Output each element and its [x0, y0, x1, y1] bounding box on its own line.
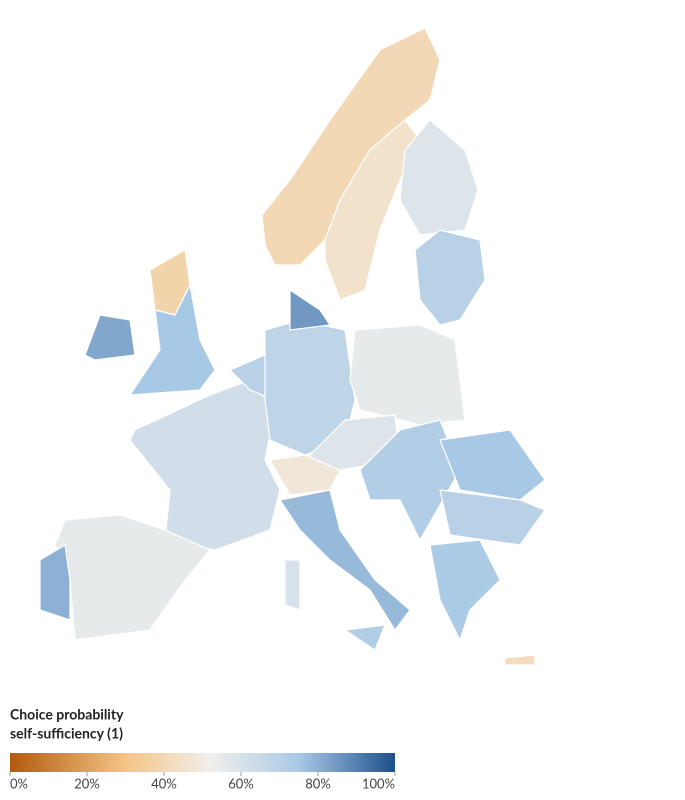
legend-tick-label: 0% — [10, 775, 28, 791]
region — [504, 654, 536, 666]
legend-tick-label: 80% — [305, 775, 331, 791]
legend-tick-label: 60% — [228, 775, 254, 791]
color-bar — [10, 753, 395, 772]
region — [359, 419, 461, 542]
region — [269, 454, 341, 496]
legend-title: Choice probability — [10, 706, 124, 723]
region — [399, 119, 479, 236]
legend-tick-label: 100% — [362, 775, 395, 791]
region — [129, 379, 281, 551]
region — [429, 539, 501, 642]
region — [289, 288, 332, 331]
region — [414, 229, 486, 326]
region — [84, 314, 136, 361]
region — [439, 489, 546, 546]
legend-tick-label: 20% — [74, 775, 100, 791]
region — [279, 489, 411, 632]
legend-title: self-sufficiency (1) — [10, 725, 123, 742]
legend-tick-label: 40% — [151, 775, 177, 791]
region — [261, 27, 441, 266]
region — [284, 559, 301, 611]
region — [343, 624, 386, 651]
region — [439, 429, 546, 501]
region — [128, 283, 216, 396]
region — [349, 324, 466, 426]
region — [39, 544, 71, 621]
region — [324, 119, 421, 301]
